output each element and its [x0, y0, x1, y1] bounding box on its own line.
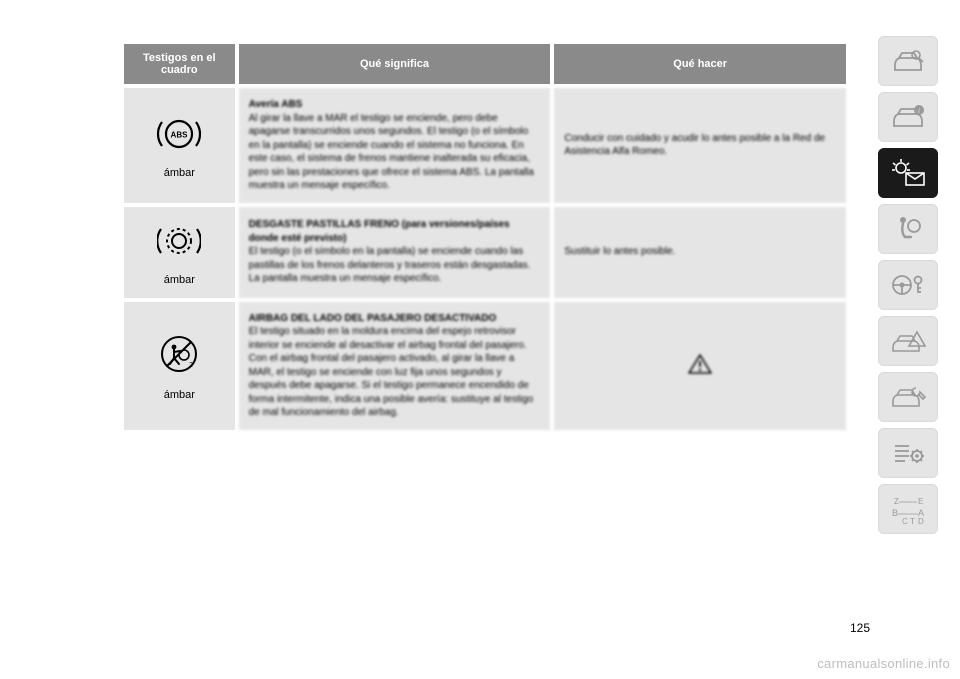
cell-action-brakepads: Sustituir lo antes posible. [554, 207, 846, 298]
cell-icon-abs: ABS ámbar [124, 88, 235, 203]
table-row: ámbar DESGASTE PASTILLAS FRENO (para ver… [124, 207, 846, 298]
svg-text:C: C [902, 517, 908, 526]
svg-text:i: i [918, 107, 920, 115]
warning-lights-table: Testigos en el cuadro Qué significa Qué … [120, 40, 850, 434]
icon-color-label: ámbar [164, 273, 195, 288]
brake-pad-wear-icon [157, 219, 201, 268]
tab-car-inspect[interactable] [878, 36, 938, 86]
page-number: 125 [850, 621, 870, 635]
table-row: ABS ámbar Avería ABS Al girar la llave a… [124, 88, 846, 203]
table-row: 2 ámbar AIRBAG DEL LADO DEL PASAJERO DES… [124, 302, 846, 430]
index-letters-icon: Z E B A C T D [888, 492, 928, 526]
watermark: carmanualsonline.info [817, 656, 950, 671]
cell-desc-airbag-off: AIRBAG DEL LADO DEL PASAJERO DESACTIVADO… [239, 302, 551, 430]
tab-specs[interactable] [878, 428, 938, 478]
cell-action-airbag-off [554, 302, 846, 430]
svg-text:D: D [918, 517, 924, 526]
column-header-testigos: Testigos en el cuadro [124, 44, 235, 84]
tab-emergency[interactable] [878, 316, 938, 366]
warning-note-icon [687, 367, 713, 378]
desc-title: AIRBAG DEL LADO DEL PASAJERO DESACTIVADO [249, 313, 497, 324]
cell-action-abs: Conducir con cuidado y acudir lo antes p… [554, 88, 846, 203]
tab-service[interactable] [878, 372, 938, 422]
tab-index[interactable]: Z E B A C T D [878, 484, 938, 534]
column-header-significa: Qué significa [239, 44, 551, 84]
desc-body: El testigo (o el símbolo en la pantalla)… [249, 246, 531, 284]
action-text: Conducir con cuidado y acudir lo antes p… [564, 133, 825, 158]
desc-body: El testigo situado en la moldura encima … [249, 326, 534, 418]
svg-text:ABS: ABS [171, 130, 189, 139]
desc-title: Avería ABS [249, 99, 303, 110]
column-header-hacer: Qué hacer [554, 44, 846, 84]
tab-warning-lights[interactable] [878, 148, 938, 198]
cell-desc-abs: Avería ABS Al girar la llave a MAR el te… [239, 88, 551, 203]
icon-color-label: ámbar [164, 388, 195, 403]
car-service-icon [889, 382, 927, 412]
airbag-seat-icon [891, 213, 925, 245]
car-inspect-icon [889, 46, 927, 76]
svg-text:2: 2 [189, 362, 193, 369]
svg-text:B: B [892, 508, 898, 518]
warning-light-icon [888, 157, 928, 189]
car-warning-triangle-icon [889, 326, 927, 356]
car-info-icon: i [889, 102, 927, 132]
spec-list-gear-icon [889, 438, 927, 468]
abs-icon: ABS [157, 112, 201, 161]
desc-title: DESGASTE PASTILLAS FRENO (para versiones… [249, 219, 510, 244]
tab-car-info[interactable]: i [878, 92, 938, 142]
section-tabs-sidebar: i [878, 36, 938, 534]
steering-key-icon [889, 270, 927, 300]
cell-desc-brakepads: DESGASTE PASTILLAS FRENO (para versiones… [239, 207, 551, 298]
action-text: Sustituir lo antes posible. [564, 246, 675, 257]
svg-text:Z: Z [894, 497, 899, 506]
svg-text:E: E [918, 497, 923, 506]
passenger-airbag-off-icon: 2 [156, 331, 202, 382]
tab-airbag[interactable] [878, 204, 938, 254]
cell-icon-brakepads: ámbar [124, 207, 235, 298]
desc-body: Al girar la llave a MAR el testigo se en… [249, 113, 534, 192]
cell-icon-airbag-off: 2 ámbar [124, 302, 235, 430]
icon-color-label: ámbar [164, 166, 195, 181]
table: Testigos en el cuadro Qué significa Qué … [120, 40, 850, 434]
svg-text:T: T [910, 517, 915, 526]
tab-steering-key[interactable] [878, 260, 938, 310]
